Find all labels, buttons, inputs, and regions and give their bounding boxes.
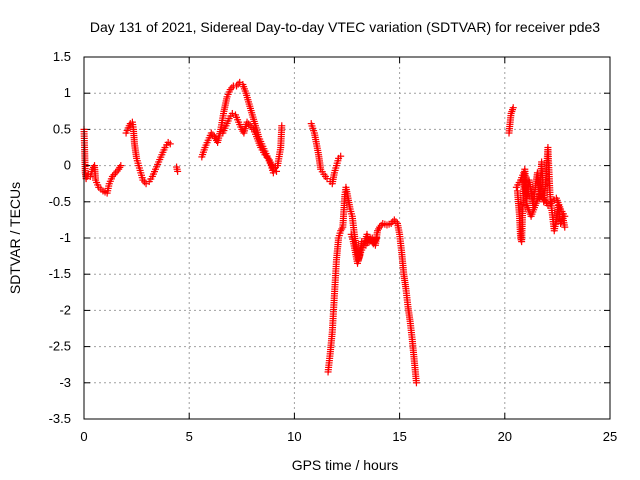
y-tick-label: 1 xyxy=(64,85,71,100)
x-tick-label: 15 xyxy=(392,429,406,444)
chart-title: Day 131 of 2021, Sidereal Day-to-day VTE… xyxy=(90,19,600,35)
y-axis-title: SDTVAR / TECUs xyxy=(7,182,23,294)
data-point xyxy=(174,167,182,175)
y-tick-label: 0.5 xyxy=(53,121,71,136)
tick-layer xyxy=(83,56,611,420)
data-point xyxy=(228,109,236,117)
y-tick-label: -2.5 xyxy=(49,339,71,354)
data-point xyxy=(166,140,174,148)
x-tick-labels: 0 5 10 15 20 25 xyxy=(80,429,617,444)
data-point xyxy=(412,379,420,387)
data-point xyxy=(117,162,125,170)
data-points xyxy=(80,78,569,387)
y-tick-label: -3.5 xyxy=(49,411,71,426)
x-tick-label: 20 xyxy=(498,429,512,444)
y-tick-label: -2 xyxy=(59,302,71,317)
data-point xyxy=(112,169,120,177)
y-tick-label: 1.5 xyxy=(53,49,71,64)
data-point xyxy=(338,225,346,233)
x-axis-title: GPS time / hours xyxy=(292,457,399,473)
data-point xyxy=(561,212,569,220)
y-tick-label: -0.5 xyxy=(49,194,71,209)
plot-frame xyxy=(83,56,611,420)
y-tick-label: 0 xyxy=(64,158,71,173)
data-point xyxy=(372,234,380,242)
x-tick-label: 5 xyxy=(186,429,193,444)
data-point xyxy=(390,216,398,224)
data-point xyxy=(278,122,286,130)
x-tick-label: 0 xyxy=(80,429,87,444)
x-tick-label: 10 xyxy=(287,429,301,444)
y-tick-label: -3 xyxy=(59,375,71,390)
data-point xyxy=(509,104,517,112)
y-tick-label: -1 xyxy=(59,230,71,245)
y-tick-labels: 1.5 1 0.5 0 -0.5 -1 -1.5 -2 -2.5 -3 -3.5 xyxy=(49,49,71,426)
grid-layer xyxy=(84,57,610,419)
y-tick-label: -1.5 xyxy=(49,266,71,281)
data-point xyxy=(233,82,241,90)
x-tick-label: 25 xyxy=(603,429,617,444)
data-point xyxy=(561,223,569,231)
data-point xyxy=(337,152,345,160)
